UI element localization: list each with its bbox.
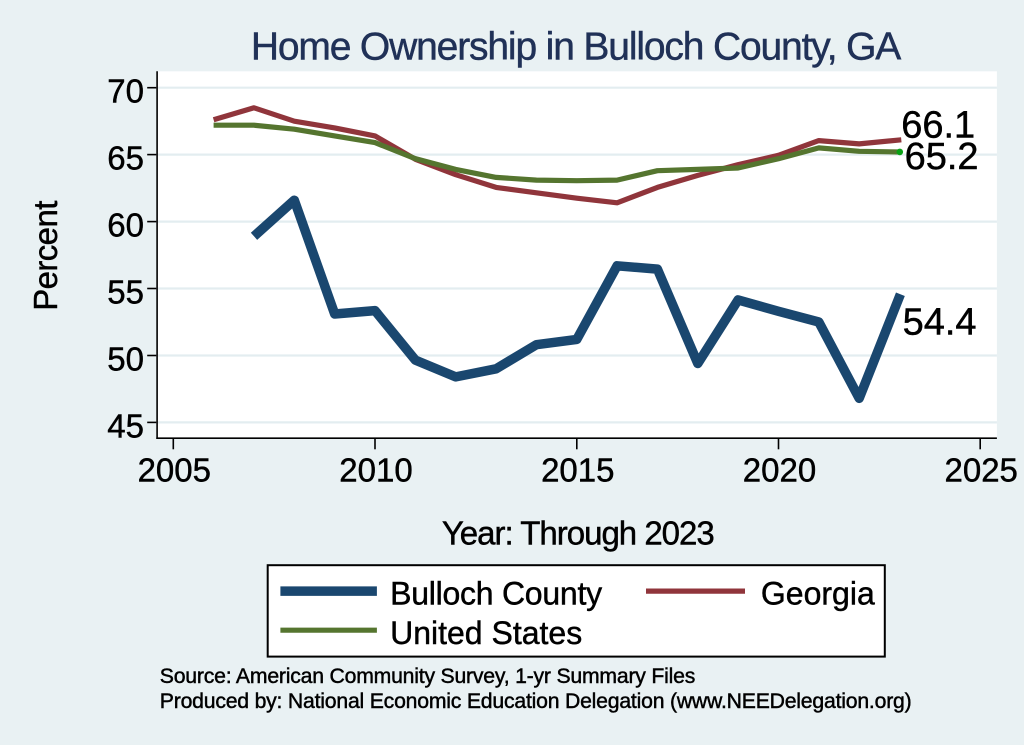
svg-text:2020: 2020: [743, 451, 816, 488]
svg-text:Percent: Percent: [27, 201, 64, 311]
svg-text:Source: American Community Sur: Source: American Community Survey, 1-yr …: [160, 665, 695, 688]
svg-text:45: 45: [107, 407, 144, 444]
svg-text:Georgia: Georgia: [761, 575, 875, 611]
svg-text:Home Ownership in Bulloch Coun: Home Ownership in Bulloch County, GA: [251, 26, 901, 69]
svg-text:2010: 2010: [339, 451, 412, 488]
svg-text:Year: Through 2023: Year: Through 2023: [442, 514, 714, 551]
svg-text:Produced by: National Economic: Produced by: National Economic Education…: [160, 690, 912, 713]
svg-text:65.2: 65.2: [905, 136, 979, 178]
svg-text:Bulloch County: Bulloch County: [390, 575, 602, 611]
svg-text:65: 65: [107, 140, 144, 177]
svg-text:2015: 2015: [541, 451, 614, 488]
svg-text:United States: United States: [390, 615, 582, 651]
svg-text:60: 60: [107, 207, 144, 244]
svg-text:50: 50: [107, 341, 144, 378]
svg-text:66.1: 66.1: [901, 104, 975, 146]
svg-text:54.4: 54.4: [903, 301, 977, 343]
svg-text:55: 55: [107, 274, 144, 311]
svg-text:70: 70: [107, 73, 144, 110]
svg-text:2005: 2005: [138, 451, 211, 488]
svg-text:2025: 2025: [944, 451, 1017, 488]
